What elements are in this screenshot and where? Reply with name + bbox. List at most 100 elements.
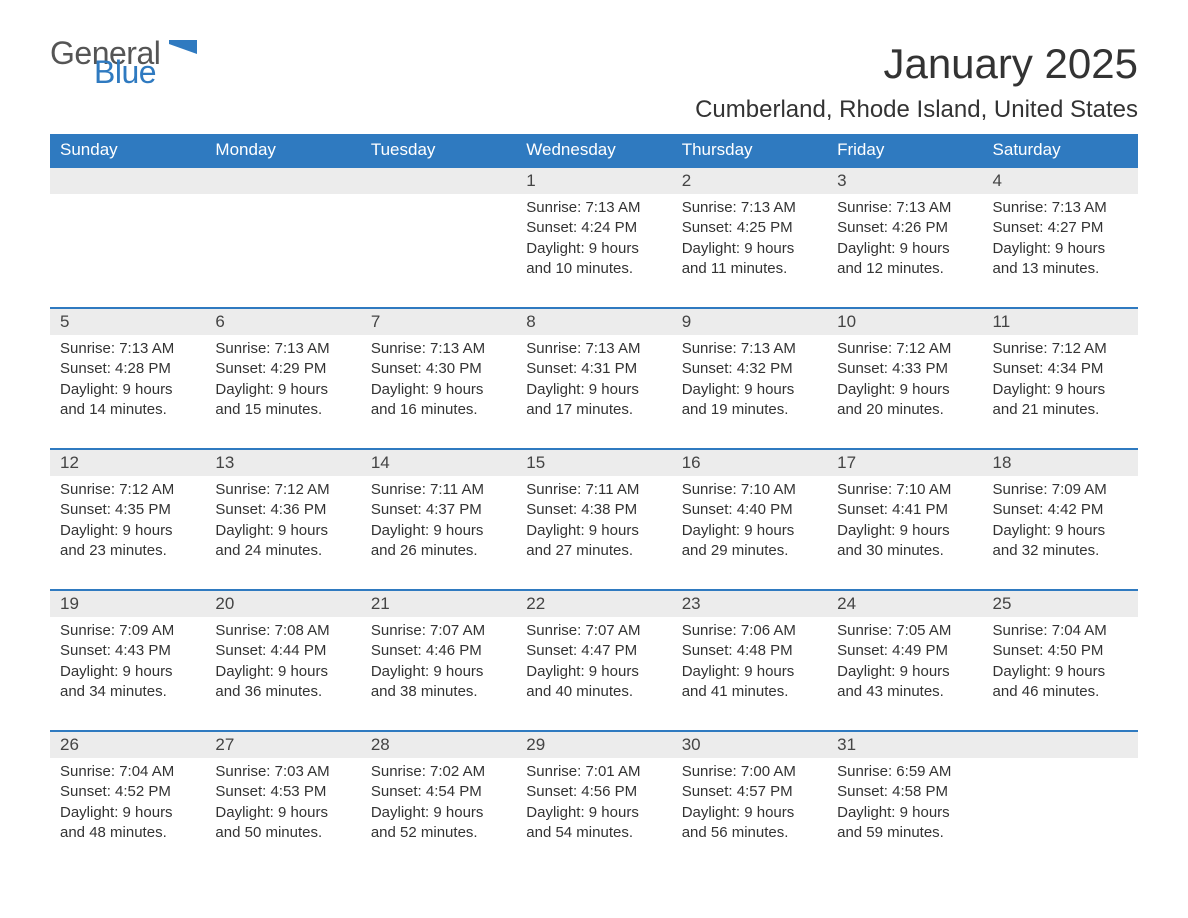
sunset-line: Sunset: 4:38 PM [526,500,661,520]
day-number-row: 262728293031 [50,731,1138,758]
day-number-cell: 27 [205,731,360,758]
weekday-header: Wednesday [516,134,671,167]
sunset-line: Sunset: 4:44 PM [215,641,350,661]
daylight-line1: Daylight: 9 hours [837,521,972,541]
day-number-row: 567891011 [50,308,1138,335]
sunrise-line: Sunrise: 7:11 AM [526,480,661,500]
day-content-cell [361,194,516,308]
sunset-line: Sunset: 4:26 PM [837,218,972,238]
daylight-line1: Daylight: 9 hours [526,239,661,259]
sunrise-line: Sunrise: 7:03 AM [215,762,350,782]
sunset-line: Sunset: 4:33 PM [837,359,972,379]
header: General Blue January 2025 [50,40,1138,88]
day-number-row: 19202122232425 [50,590,1138,617]
day-content-cell: Sunrise: 7:00 AMSunset: 4:57 PMDaylight:… [672,758,827,871]
daylight-line1: Daylight: 9 hours [215,803,350,823]
weekday-header: Monday [205,134,360,167]
sunset-line: Sunset: 4:37 PM [371,500,506,520]
weekday-header-row: Sunday Monday Tuesday Wednesday Thursday… [50,134,1138,167]
day-number-cell: 14 [361,449,516,476]
day-content-cell [983,758,1138,871]
day-content-cell: Sunrise: 7:11 AMSunset: 4:37 PMDaylight:… [361,476,516,590]
daylight-line1: Daylight: 9 hours [60,803,195,823]
day-content-row: Sunrise: 7:04 AMSunset: 4:52 PMDaylight:… [50,758,1138,871]
daylight-line1: Daylight: 9 hours [215,380,350,400]
daylight-line1: Daylight: 9 hours [371,803,506,823]
sunset-line: Sunset: 4:50 PM [993,641,1128,661]
daylight-line2: and 29 minutes. [682,541,817,561]
sunrise-line: Sunrise: 7:09 AM [60,621,195,641]
daylight-line2: and 11 minutes. [682,259,817,279]
sunset-line: Sunset: 4:48 PM [682,641,817,661]
day-number-cell: 24 [827,590,982,617]
daylight-line2: and 27 minutes. [526,541,661,561]
sunset-line: Sunset: 4:53 PM [215,782,350,802]
day-content-cell: Sunrise: 7:03 AMSunset: 4:53 PMDaylight:… [205,758,360,871]
day-content-cell: Sunrise: 7:13 AMSunset: 4:32 PMDaylight:… [672,335,827,449]
sunrise-line: Sunrise: 7:13 AM [526,198,661,218]
sunset-line: Sunset: 4:28 PM [60,359,195,379]
daylight-line1: Daylight: 9 hours [526,380,661,400]
day-number-cell: 31 [827,731,982,758]
day-content-cell: Sunrise: 7:07 AMSunset: 4:46 PMDaylight:… [361,617,516,731]
daylight-line1: Daylight: 9 hours [682,521,817,541]
daylight-line2: and 32 minutes. [993,541,1128,561]
daylight-line2: and 14 minutes. [60,400,195,420]
day-number-cell: 28 [361,731,516,758]
sunrise-line: Sunrise: 7:01 AM [526,762,661,782]
day-number-row: 12131415161718 [50,449,1138,476]
weekday-header: Thursday [672,134,827,167]
weekday-header: Sunday [50,134,205,167]
sunset-line: Sunset: 4:40 PM [682,500,817,520]
day-number-cell: 23 [672,590,827,617]
day-number-cell: 15 [516,449,671,476]
daylight-line1: Daylight: 9 hours [993,662,1128,682]
sunset-line: Sunset: 4:54 PM [371,782,506,802]
sunrise-line: Sunrise: 7:00 AM [682,762,817,782]
daylight-line2: and 10 minutes. [526,259,661,279]
day-number-cell: 20 [205,590,360,617]
sunrise-line: Sunrise: 7:07 AM [371,621,506,641]
sunrise-line: Sunrise: 7:05 AM [837,621,972,641]
day-number-cell: 19 [50,590,205,617]
daylight-line2: and 15 minutes. [215,400,350,420]
day-number-cell: 18 [983,449,1138,476]
daylight-line2: and 30 minutes. [837,541,972,561]
daylight-line1: Daylight: 9 hours [60,662,195,682]
sunset-line: Sunset: 4:42 PM [993,500,1128,520]
day-number-cell: 6 [205,308,360,335]
day-content-cell: Sunrise: 7:13 AMSunset: 4:31 PMDaylight:… [516,335,671,449]
sunset-line: Sunset: 4:30 PM [371,359,506,379]
daylight-line1: Daylight: 9 hours [371,521,506,541]
sunset-line: Sunset: 4:24 PM [526,218,661,238]
daylight-line1: Daylight: 9 hours [526,662,661,682]
sunrise-line: Sunrise: 7:12 AM [215,480,350,500]
day-number-cell: 5 [50,308,205,335]
day-number-cell: 3 [827,167,982,194]
calendar-table: Sunday Monday Tuesday Wednesday Thursday… [50,134,1138,871]
daylight-line1: Daylight: 9 hours [837,803,972,823]
weekday-header: Saturday [983,134,1138,167]
sunrise-line: Sunrise: 7:12 AM [993,339,1128,359]
daylight-line1: Daylight: 9 hours [682,239,817,259]
sunset-line: Sunset: 4:32 PM [682,359,817,379]
sunrise-line: Sunrise: 7:10 AM [682,480,817,500]
day-content-cell: Sunrise: 7:05 AMSunset: 4:49 PMDaylight:… [827,617,982,731]
daylight-line1: Daylight: 9 hours [215,662,350,682]
day-content-cell [205,194,360,308]
daylight-line2: and 36 minutes. [215,682,350,702]
daylight-line2: and 40 minutes. [526,682,661,702]
sunrise-line: Sunrise: 7:10 AM [837,480,972,500]
day-number-cell: 7 [361,308,516,335]
daylight-line2: and 38 minutes. [371,682,506,702]
daylight-line1: Daylight: 9 hours [993,521,1128,541]
weekday-header: Tuesday [361,134,516,167]
daylight-line1: Daylight: 9 hours [682,803,817,823]
sunrise-line: Sunrise: 7:09 AM [993,480,1128,500]
day-number-cell: 2 [672,167,827,194]
daylight-line1: Daylight: 9 hours [371,662,506,682]
daylight-line2: and 48 minutes. [60,823,195,843]
day-content-cell: Sunrise: 7:13 AMSunset: 4:24 PMDaylight:… [516,194,671,308]
day-number-cell: 17 [827,449,982,476]
sunset-line: Sunset: 4:27 PM [993,218,1128,238]
